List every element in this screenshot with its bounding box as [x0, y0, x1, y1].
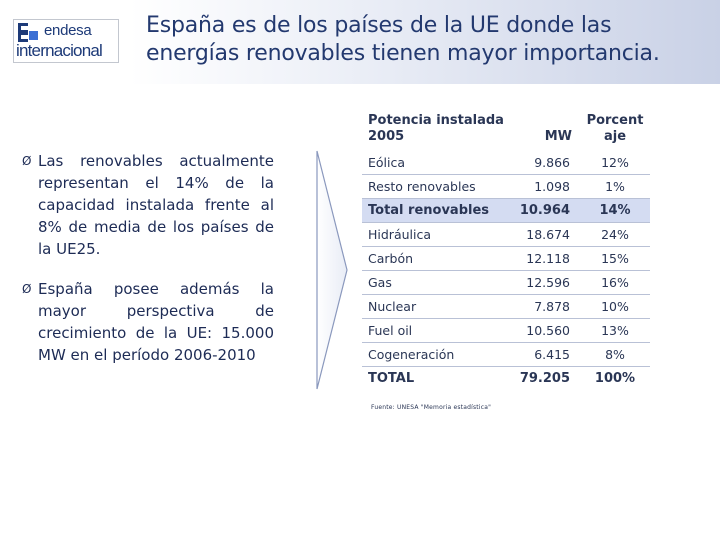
table-row: Hidráulica 18.674 24% [362, 223, 650, 247]
logo-bottom-text: internacional [16, 41, 103, 60]
table-row: Gas 12.596 16% [362, 271, 650, 295]
bullet-arrow-icon: Ø [22, 282, 32, 296]
table-row: Fuel oil 10.560 13% [362, 319, 650, 343]
logo-mark-icon [18, 23, 38, 42]
title-line-2: energías renovables tienen mayor importa… [146, 41, 660, 66]
page-title: España es de los países de la UE donde l… [146, 12, 716, 68]
header-band [0, 0, 720, 84]
header-potencia: Potencia instalada 2005 [368, 113, 504, 144]
bullet-text: Las renovables actualmente representan e… [38, 152, 274, 258]
table-row: Resto renovables 1.098 1% [362, 175, 650, 199]
table-row: Carbón 12.118 15% [362, 247, 650, 271]
table-row-total-renovables: Total renovables 10.964 14% [362, 199, 650, 223]
bullet-text: España posee además la mayor perspectiva… [38, 280, 274, 364]
header-porcentaje: Porcent aje [586, 113, 644, 144]
header-mw: MW [544, 129, 572, 144]
table-row: Nuclear 7.878 10% [362, 295, 650, 319]
table-row: Cogeneración 6.415 8% [362, 343, 650, 367]
chevron-arrow-icon [316, 150, 348, 390]
company-logo: endesa internacional [13, 19, 119, 63]
logo-top-text: endesa [44, 22, 92, 39]
table-row-total: TOTAL 79.205 100% [368, 371, 636, 386]
table-row: Eólica 9.866 12% [362, 151, 650, 175]
source-note: Fuente: UNESA "Memoria estadística" [371, 404, 492, 411]
bullet-arrow-icon: Ø [22, 154, 32, 168]
title-line-1: España es de los países de la UE donde l… [146, 13, 612, 38]
